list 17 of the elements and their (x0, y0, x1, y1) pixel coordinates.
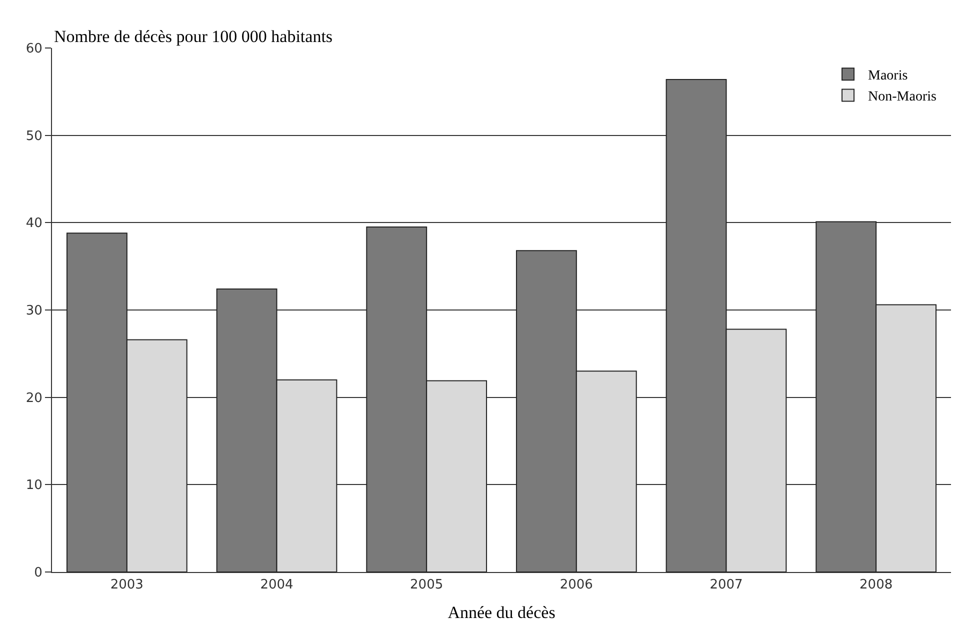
y-axis-title: Nombre de décès pour 100 000 habitants (54, 27, 333, 46)
y-tick-label: 10 (26, 478, 42, 494)
x-tick-label: 2008 (860, 578, 893, 593)
x-tick-label: 2007 (710, 578, 743, 593)
x-axis-title: Année du décès (448, 603, 556, 622)
y-tick-label: 40 (26, 216, 42, 232)
y-tick-label: 50 (26, 128, 42, 144)
x-tick-label: 2005 (410, 578, 444, 593)
legend-label: Non-Maoris (868, 90, 936, 105)
x-tick-label: 2006 (560, 578, 593, 593)
x-tick-label: 2004 (260, 578, 294, 593)
y-tick-label: 0 (34, 566, 42, 581)
y-tick-label: 20 (26, 390, 42, 406)
y-tick-label: 60 (26, 42, 42, 57)
legend-label: Maoris (868, 68, 908, 84)
x-tick-label: 2003 (110, 578, 144, 593)
y-tick-label: 30 (26, 304, 42, 319)
